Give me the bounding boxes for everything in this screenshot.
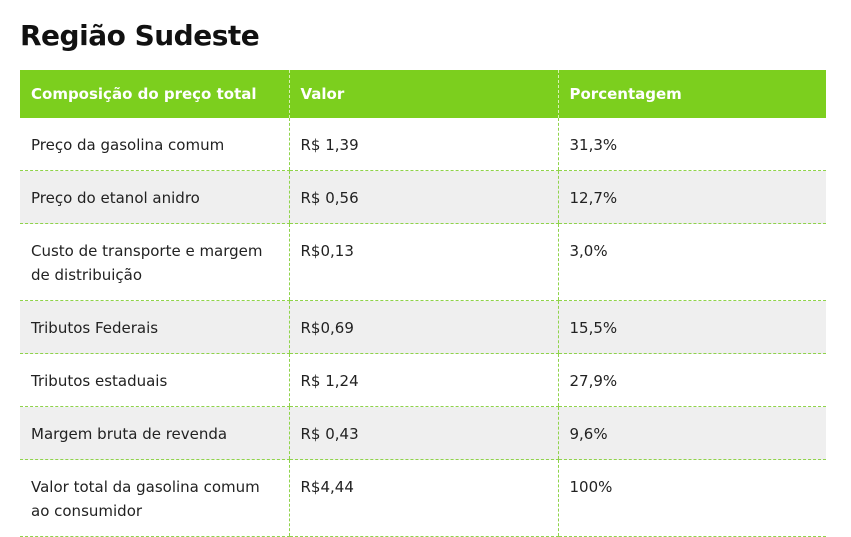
column-header-percentage: Porcentagem [557,70,826,118]
cell-percentage: 15,5% [557,300,826,354]
table-header-row: Composição do preço total Valor Porcenta… [20,70,826,118]
table-row: Valor total da gasolina comum ao consumi… [20,459,826,537]
cell-percentage: 12,7% [557,170,826,224]
table-row: Tributos estaduais R$ 1,24 27,9% [20,353,826,407]
cell-composition: Preço do etanol anidro [20,170,289,224]
cell-percentage: 31,3% [557,118,826,171]
column-header-value: Valor [288,70,558,118]
cell-value: R$0,13 [288,223,558,301]
cell-value: R$4,44 [288,459,558,537]
price-composition-table: Composição do preço total Valor Porcenta… [20,70,826,537]
cell-composition: Preço da gasolina comum [20,118,289,171]
table-row: Tributos Federais R$0,69 15,5% [20,300,826,354]
table-row: Margem bruta de revenda R$ 0,43 9,6% [20,406,826,460]
cell-percentage: 9,6% [557,406,826,460]
cell-value: R$0,69 [288,300,558,354]
table-row: Custo de transporte e margem de distribu… [20,223,826,301]
cell-composition: Tributos estaduais [20,353,289,407]
cell-percentage: 27,9% [557,353,826,407]
cell-composition: Tributos Federais [20,300,289,354]
column-header-composition: Composição do preço total [20,70,289,118]
cell-composition: Valor total da gasolina comum ao consumi… [20,459,289,537]
cell-value: R$ 1,39 [288,118,558,171]
cell-percentage: 100% [557,459,826,537]
cell-composition: Margem bruta de revenda [20,406,289,460]
cell-value: R$ 0,43 [288,406,558,460]
cell-value: R$ 0,56 [288,170,558,224]
cell-percentage: 3,0% [557,223,826,301]
table-row: Preço da gasolina comum R$ 1,39 31,3% [20,118,826,171]
table-row: Preço do etanol anidro R$ 0,56 12,7% [20,170,826,224]
cell-value: R$ 1,24 [288,353,558,407]
cell-composition: Custo de transporte e margem de distribu… [20,223,289,301]
page-title: Região Sudeste [20,19,260,52]
